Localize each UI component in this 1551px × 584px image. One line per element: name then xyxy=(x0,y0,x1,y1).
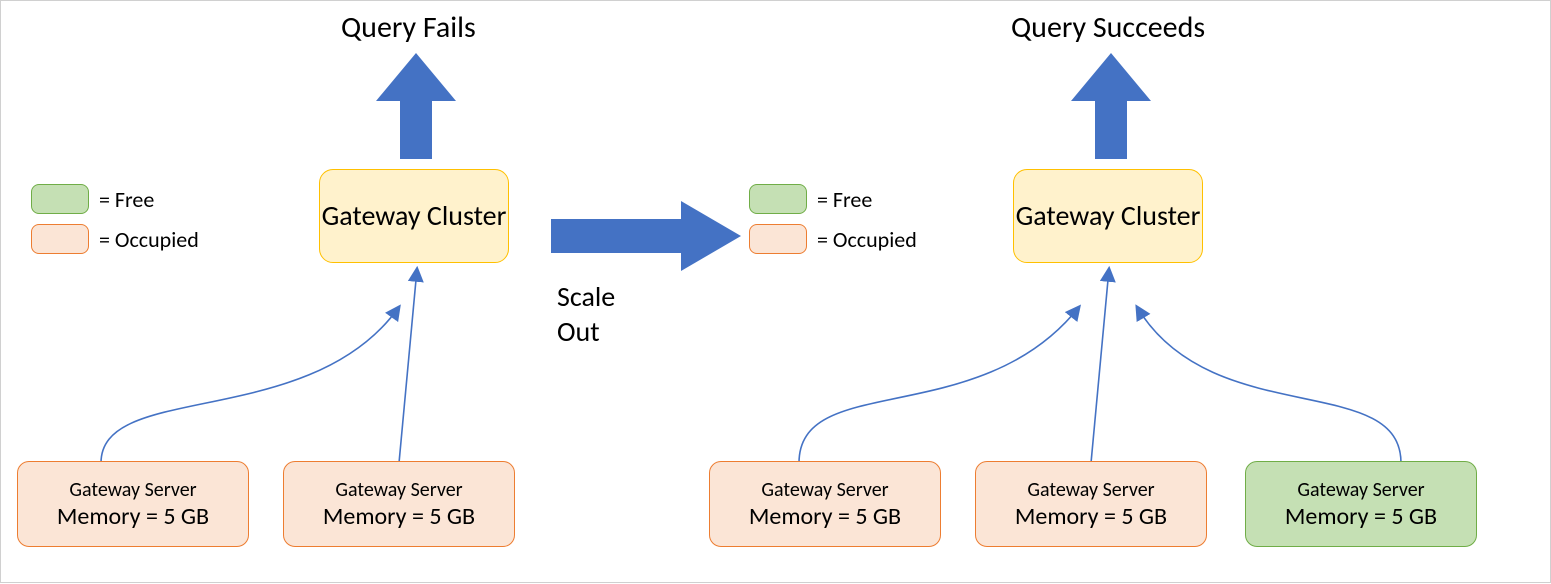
right-server-3: Gateway Server Memory = 5 GB xyxy=(1245,461,1477,547)
right-legend: = Free = Occupied xyxy=(749,181,917,261)
legend-occupied-row: = Occupied xyxy=(31,221,199,257)
left-legend: = Free = Occupied xyxy=(31,181,199,261)
right-cluster-box: Gateway Cluster xyxy=(1013,169,1203,263)
left-server-1: Gateway Server Memory = 5 GB xyxy=(17,461,249,547)
occupied-swatch-icon xyxy=(31,224,89,254)
server-name: Gateway Server xyxy=(335,478,462,502)
scale-label-line1: Scale xyxy=(557,279,615,314)
legend-free-row: = Free xyxy=(31,181,199,217)
left-cluster-box: Gateway Cluster xyxy=(319,169,509,263)
server-name: Gateway Server xyxy=(69,478,196,502)
right-panel: Query Succeeds = Free = Occupied Gateway… xyxy=(721,1,1551,584)
legend-free-label: = Free xyxy=(99,186,154,213)
scale-out-label: Scale Out xyxy=(557,279,615,349)
server-memory: Memory = 5 GB xyxy=(323,502,475,531)
left-server-2: Gateway Server Memory = 5 GB xyxy=(283,461,515,547)
scale-label-line2: Out xyxy=(557,314,615,349)
arrow-up-icon xyxy=(1071,53,1151,173)
server-memory: Memory = 5 GB xyxy=(57,502,209,531)
arrow-up-icon xyxy=(376,53,456,173)
right-server-1: Gateway Server Memory = 5 GB xyxy=(709,461,941,547)
server-memory: Memory = 5 GB xyxy=(1285,502,1437,531)
right-server-2: Gateway Server Memory = 5 GB xyxy=(975,461,1207,547)
legend-occupied-label: = Occupied xyxy=(99,226,199,253)
server-memory: Memory = 5 GB xyxy=(749,502,901,531)
right-title: Query Succeeds xyxy=(1011,9,1205,46)
legend-occupied-row: = Occupied xyxy=(749,221,917,257)
server-name: Gateway Server xyxy=(1297,478,1424,502)
server-memory: Memory = 5 GB xyxy=(1015,502,1167,531)
free-swatch-icon xyxy=(31,184,89,214)
occupied-swatch-icon xyxy=(749,224,807,254)
server-name: Gateway Server xyxy=(761,478,888,502)
legend-occupied-label: = Occupied xyxy=(817,226,917,253)
legend-free-row: = Free xyxy=(749,181,917,217)
server-name: Gateway Server xyxy=(1027,478,1154,502)
legend-free-label: = Free xyxy=(817,186,872,213)
arrow-right-icon xyxy=(551,201,741,271)
free-swatch-icon xyxy=(749,184,807,214)
left-title: Query Fails xyxy=(341,9,476,46)
